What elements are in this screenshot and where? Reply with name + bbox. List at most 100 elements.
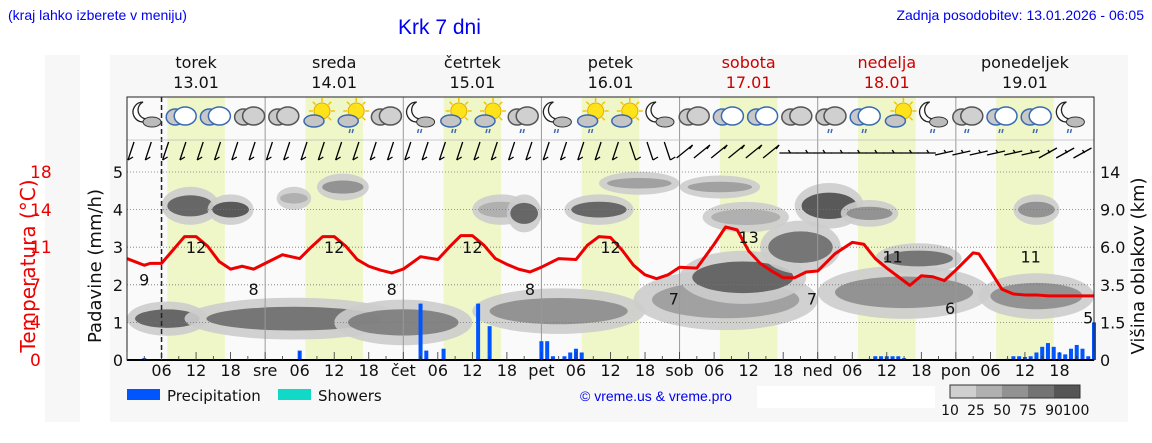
wind-barb-icon: [542, 141, 550, 161]
temperature-line: [126, 225, 1094, 298]
wind-barb-icon: [883, 149, 902, 154]
cloud-density-core: [167, 195, 214, 217]
cloud-density-core: [687, 181, 753, 193]
precipitation-bar: [1086, 356, 1091, 360]
x-tick-label: 06: [151, 361, 171, 380]
precipitation-bar: [879, 356, 884, 360]
night-cloudy-icon: [645, 101, 675, 128]
cloud-density-core: [135, 309, 200, 328]
precip-tick-label: 0: [113, 351, 123, 370]
chart-frame: [126, 96, 1095, 361]
night-cloudy-rain-icon: [542, 101, 572, 134]
cloud-density-core: [212, 201, 250, 218]
temperature-label: 7: [669, 290, 679, 309]
cloud-height-tick-label: 0: [1100, 351, 1110, 370]
wind-barb-icon: [577, 141, 585, 161]
cloudy-icon: [712, 106, 745, 126]
temperature-label: 8: [387, 280, 397, 299]
wind-barb-icon: [473, 141, 481, 161]
wind-barb-icon: [917, 149, 936, 154]
overcast-icon: [678, 106, 710, 126]
x-tick-label: 12: [1015, 361, 1035, 380]
cloud-density-core: [489, 297, 628, 325]
precipitation-bar: [890, 356, 895, 360]
overcast-icon: [370, 106, 403, 126]
x-tick-label: 06: [980, 361, 1000, 380]
wind-barb-icon: [676, 144, 694, 159]
cloudy-icon: [746, 106, 779, 126]
cloud-height-tick-label: 1.5: [1100, 313, 1125, 332]
cloud-height-tick-label: 3.5: [1100, 276, 1125, 295]
wind-barb-icon: [196, 141, 204, 161]
wind-barb-icon: [646, 141, 659, 161]
x-tick-label: 06: [842, 361, 862, 380]
wind-barb-icon: [1004, 149, 1023, 156]
wind-barb-icon: [629, 141, 642, 161]
daylight-band: [996, 97, 1054, 360]
region-hint: (kraj lahko izberete v meniju): [8, 7, 187, 23]
wind-barb-icon: [1021, 149, 1040, 156]
temp-tick-label: 18: [30, 163, 52, 183]
temp-tick-label: 4: [30, 313, 41, 333]
wind-barb-icon: [952, 149, 971, 156]
cloud-density-swatch: [1054, 385, 1080, 398]
temp-tick-label: 7: [30, 276, 41, 296]
cloud-density-core: [607, 178, 672, 189]
day-date-6: 19.01: [1002, 73, 1048, 92]
temperature-label: 8: [525, 280, 535, 299]
x-tick-label: čet: [391, 361, 416, 380]
wind-barb-icon: [317, 141, 325, 161]
precipitation-bar: [1068, 348, 1073, 360]
cloud-density-core: [883, 250, 953, 267]
cloud-density-scale-border: [949, 384, 1081, 399]
temperature-label: 12: [186, 238, 206, 257]
cloud-density-core: [846, 206, 893, 220]
wind-barb-icon: [663, 141, 676, 161]
precipitation-bar: [562, 356, 567, 360]
grid-lines: [127, 97, 1094, 360]
x-tick-label: 18: [773, 361, 793, 380]
precipitation-bar: [1017, 356, 1022, 360]
wind-barb-icon: [969, 149, 988, 156]
day-name-2: četrtek: [444, 53, 502, 72]
wind-barb-icon: [179, 141, 187, 161]
partly-sunny-rain-icon: [576, 98, 609, 134]
wind-barb-icon: [300, 141, 308, 161]
cloud-scale-label: 90: [1045, 403, 1063, 419]
overcast-rain-icon: [507, 106, 539, 134]
day-name-3: petek: [588, 53, 634, 72]
precipitation-bar: [1063, 354, 1068, 360]
wind-barb-icon: [728, 144, 746, 159]
precipitation-bar: [1074, 344, 1079, 360]
cloud-density-core: [834, 276, 974, 309]
temperature-label: 7: [807, 290, 817, 309]
wind-barb-icon: [386, 141, 395, 161]
day-date-5: 18.01: [864, 73, 910, 92]
wind-barb-icon: [490, 141, 498, 161]
temp-tick-label: 11: [30, 238, 52, 258]
temperature-label: 11: [882, 247, 902, 266]
x-tick-label: 12: [877, 361, 897, 380]
cloud-scale-label: 50: [993, 403, 1011, 419]
temperature-axis-panel: [45, 55, 80, 422]
cloud-density-core: [322, 180, 364, 194]
wind-barb-icon: [507, 141, 516, 161]
x-tick-label: 12: [462, 361, 482, 380]
x-tick-label: 12: [738, 361, 758, 380]
x-tick-label: 12: [324, 361, 344, 380]
day-date-3: 16.01: [588, 73, 634, 92]
precip-tick-label: 4: [113, 201, 123, 220]
cloud-density-swatch: [976, 385, 1002, 398]
temperature-label: 12: [324, 238, 344, 257]
copyright-link[interactable]: © vreme.us & vreme.pro: [580, 388, 732, 404]
wind-barb-icon: [248, 141, 256, 161]
cloud-scale-label: 100: [1063, 403, 1090, 419]
precipitation-bar: [550, 356, 555, 360]
wind-barb-icon: [594, 141, 602, 161]
partly-sunny-icon: [611, 98, 643, 128]
cloud-density-swatch: [1002, 385, 1028, 398]
wind-barb-icon: [404, 141, 412, 161]
day-name-0: torek: [175, 53, 217, 72]
x-tick-label: 18: [635, 361, 655, 380]
